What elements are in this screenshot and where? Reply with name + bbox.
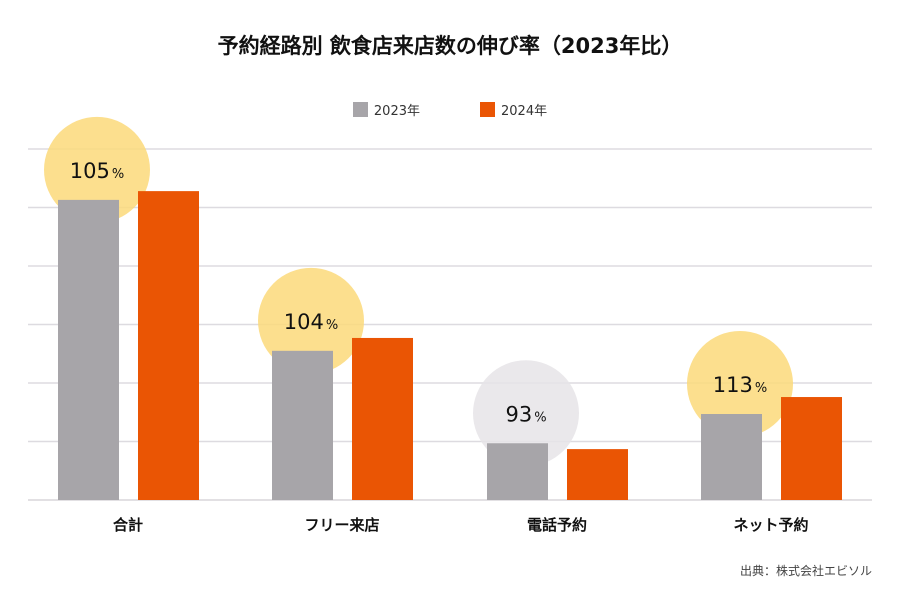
bar-2023 [58, 199, 119, 500]
growth-label: 105% [70, 159, 124, 183]
growth-highlight-circle [473, 360, 579, 467]
bar-2024 [352, 337, 413, 500]
chart-title: 予約経路別 飲食店来店数の伸び率（2023年比） [217, 34, 683, 58]
growth-highlight-circle [687, 331, 793, 438]
bar-2024 [567, 449, 628, 500]
category-label: 電話予約 [527, 516, 587, 534]
bar-2023 [701, 414, 762, 500]
legend-item-2023: 2023年 [352, 100, 420, 119]
legend-label-2024: 2024年 [501, 104, 548, 119]
legend-swatch-2024 [480, 102, 495, 117]
growth-label: 93% [505, 402, 546, 426]
category-label: フリー来店 [304, 516, 379, 534]
source-note: 出典：株式会社エビソル [739, 564, 872, 578]
growth-highlight-circle [44, 116, 150, 223]
legend: 2023年 2024年 [0, 100, 900, 119]
bar-2023 [487, 443, 548, 500]
bar-2023 [272, 350, 333, 500]
bar-2024 [138, 191, 199, 500]
growth-label: 113% [713, 373, 767, 397]
legend-swatch-2023 [352, 102, 368, 117]
bar-2024 [781, 397, 842, 500]
growth-label: 104% [284, 310, 338, 334]
growth-highlight-circle [258, 267, 364, 374]
category-label: 合計 [112, 516, 143, 534]
legend-label-2023: 2023年 [373, 104, 420, 119]
category-label: ネット予約 [733, 516, 808, 534]
legend-item-2024: 2024年 [480, 100, 547, 119]
